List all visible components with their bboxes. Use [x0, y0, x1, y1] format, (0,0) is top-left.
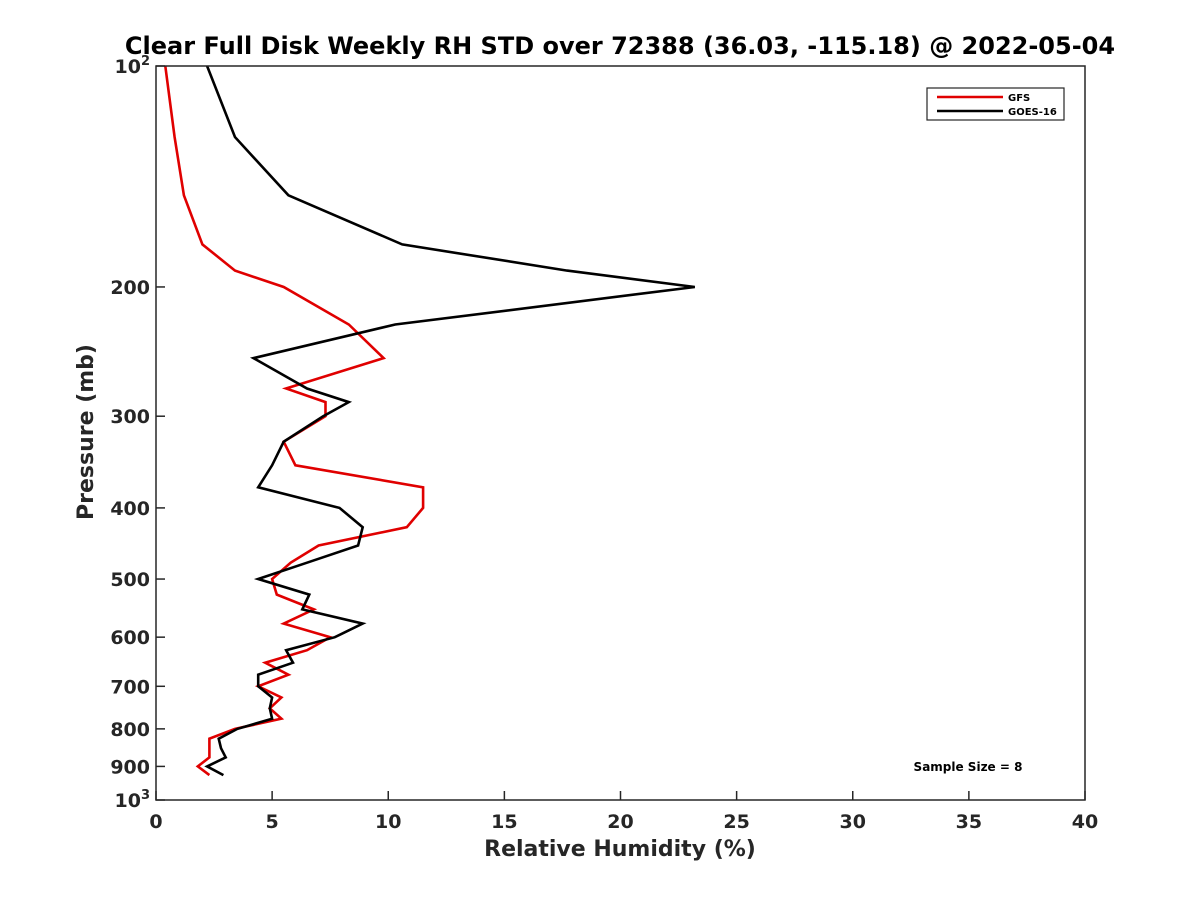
- y-tick-label: 800: [110, 719, 150, 741]
- y-axis-label: Pressure (mb): [74, 344, 99, 520]
- y-tick-label: 700: [110, 676, 150, 698]
- y-tick-label: 600: [110, 627, 150, 649]
- x-axis: 0 5 10 15 20 25 30 35 40: [149, 791, 1098, 833]
- x-tick-label: 15: [491, 811, 517, 833]
- legend-box: [926, 87, 1065, 121]
- y-tick-label: 103: [115, 788, 151, 812]
- x-tick-label: 35: [956, 811, 982, 833]
- legend: GFS GOES-16: [926, 87, 1065, 121]
- x-tick-label: 40: [1072, 811, 1098, 833]
- sample-size-annotation: Sample Size = 8: [914, 760, 1023, 774]
- x-tick-label: 25: [723, 811, 749, 833]
- y-tick-label: 102: [115, 54, 151, 78]
- x-tick-label: 0: [149, 811, 162, 833]
- x-tick-label: 30: [840, 811, 866, 833]
- x-tick-label: 5: [266, 811, 279, 833]
- x-tick-label: 20: [607, 811, 633, 833]
- y-tick-label: 900: [110, 756, 150, 778]
- y-tick-label: 300: [110, 406, 150, 428]
- plot-area: [164, 66, 695, 777]
- chart-title: Clear Full Disk Weekly RH STD over 72388…: [125, 32, 1115, 60]
- x-tick-label: 10: [375, 811, 401, 833]
- y-axis: 102 200 300 400 500 600 700 800 900 103: [110, 54, 165, 812]
- series-line-gfs: [164, 66, 425, 777]
- legend-label: GFS: [1008, 93, 1030, 104]
- y-tick-label: 200: [110, 277, 150, 299]
- x-axis-label: Relative Humidity (%): [484, 837, 756, 862]
- y-tick-label: 400: [110, 498, 150, 520]
- legend-label: GOES-16: [1008, 107, 1057, 118]
- y-tick-label: 500: [110, 569, 150, 591]
- series-line-goes-16: [204, 66, 695, 777]
